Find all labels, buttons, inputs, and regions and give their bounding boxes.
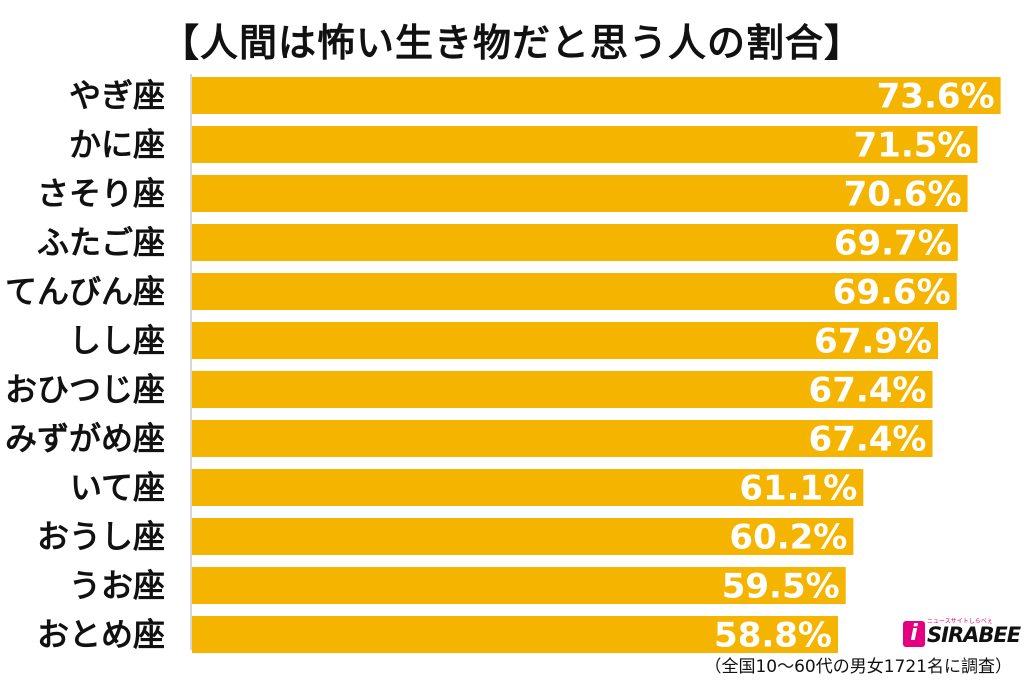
sirabee-logo-icon: i [903,621,925,647]
data-label: 67.4% [809,420,927,460]
bar-3 [192,175,968,212]
data-label: 70.6% [844,175,962,215]
bar-6 [192,322,938,359]
category-label: いて座 [70,469,165,507]
category-label: しし座 [69,322,165,360]
bars-group [192,77,1001,653]
bar-8 [192,420,933,457]
data-label: 69.7% [834,224,952,264]
bar-7 [192,371,933,408]
bar-12 [192,616,838,653]
chart-title: 【人間は怖い生き物だと思う人の割合】 [160,21,863,65]
bar-2 [192,126,978,163]
logo-wordmark: SIRABEE [927,623,1021,647]
sirabee-logo: ニュースサイトしらべぇ i SIRABEE [903,615,1021,649]
category-label: さそり座 [37,175,165,213]
category-label: おうし座 [37,518,165,556]
data-label: 71.5% [854,126,972,166]
bar-1 [192,77,1001,114]
data-label: 58.8% [714,616,832,656]
bar-5 [192,273,957,310]
data-label: 61.1% [739,469,857,509]
category-label: おとめ座 [37,616,165,654]
value-labels-group: 73.6% 71.5% 70.6% 69.7% 69.6% 67.9% 67.4% 67.4%… [714,77,995,656]
category-labels-group: やぎ座かに座さそり座ふたご座てんびん座しし座おひつじ座みずがめ座いて座おうし座う… [5,77,165,654]
category-label: みずがめ座 [5,420,165,458]
category-label: うお座 [69,567,165,605]
data-label: 67.4% [809,371,927,411]
data-label: 59.5% [722,567,840,607]
bar-4 [192,224,958,261]
survey-footnote: （全国10〜60代の男女1721名に調査） [704,657,1012,677]
category-label: かに座 [69,126,165,164]
category-label: ふたご座 [37,224,165,262]
logo-tagline: ニュースサイトしらべぇ [927,618,993,625]
category-label: おひつじ座 [5,371,165,409]
bar-9 [192,469,864,506]
bar-10 [192,518,854,555]
category-label: やぎ座 [69,77,165,115]
data-label: 69.6% [833,273,951,313]
bar-11 [192,567,846,604]
category-label: てんびん座 [5,273,165,311]
data-label: 60.2% [729,518,847,558]
data-label: 67.9% [814,322,932,362]
data-label: 73.6% [877,77,995,117]
